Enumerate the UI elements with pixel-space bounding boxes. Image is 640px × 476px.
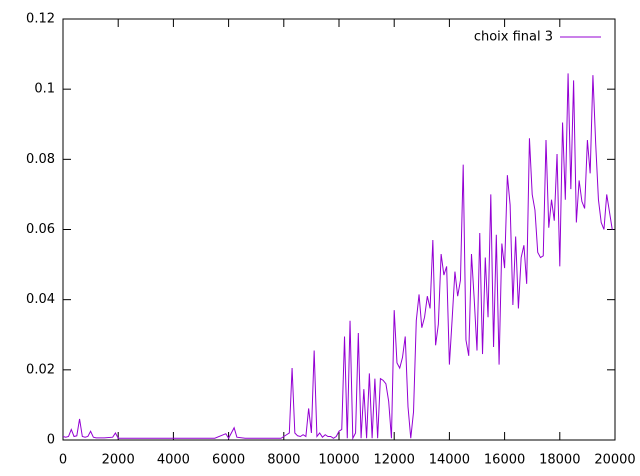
y-tick-label: 0.12 xyxy=(26,12,55,27)
x-tick-label: 6000 xyxy=(212,453,245,468)
x-tick-label: 16000 xyxy=(484,453,525,468)
y-tick-label: 0 xyxy=(47,433,55,448)
y-tick-label: 0.02 xyxy=(26,362,55,377)
x-tick-label: 4000 xyxy=(157,453,190,468)
x-tick-label: 18000 xyxy=(539,453,580,468)
y-tick-label: 0.04 xyxy=(26,292,55,307)
x-tick-label: 10000 xyxy=(318,453,359,468)
y-tick-label: 0.1 xyxy=(34,82,55,97)
y-tick-label: 0.06 xyxy=(26,222,55,237)
plot-border xyxy=(62,18,616,441)
x-tick-label: 0 xyxy=(59,453,67,468)
x-tick-label: 8000 xyxy=(267,453,300,468)
x-tick-label: 2000 xyxy=(102,453,135,468)
x-tick-label: 12000 xyxy=(374,453,415,468)
y-tick-label: 0.08 xyxy=(26,152,55,167)
x-tick-label: 14000 xyxy=(429,453,470,468)
legend-label: choix final 3 xyxy=(474,30,553,45)
x-tick-label: 20000 xyxy=(594,453,635,468)
data-line xyxy=(62,73,613,441)
